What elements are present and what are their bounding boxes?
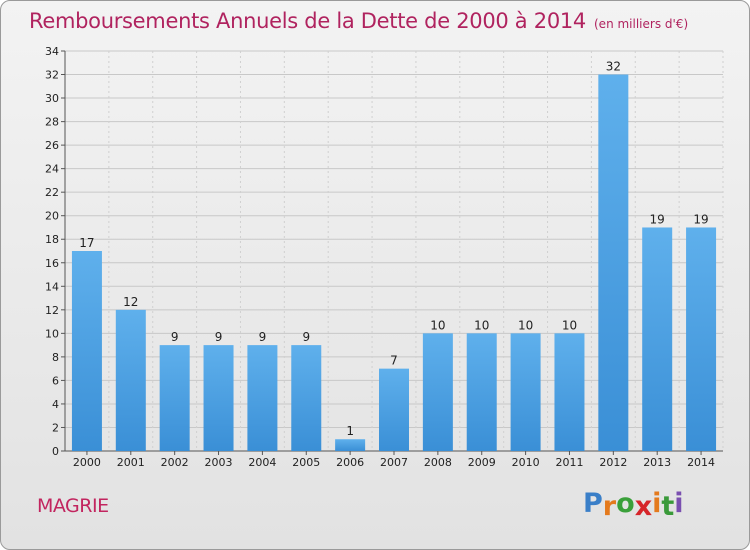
value-label-2013: 19 [650, 212, 665, 226]
proxiti-logo: Proxiti [583, 488, 684, 522]
logo-letter: i [652, 488, 662, 519]
y-tick-label: 34 [45, 45, 59, 58]
bar-2008 [422, 333, 453, 451]
x-tick-label-2005: 2005 [292, 456, 320, 469]
bar-layer [71, 74, 717, 451]
y-tick-label: 26 [45, 139, 59, 152]
value-label-2009: 10 [474, 318, 489, 332]
y-tick-label: 14 [45, 280, 59, 293]
value-label-2003: 9 [215, 330, 223, 344]
chart-title: Remboursements Annuels de la Dette de 20… [29, 9, 689, 33]
bar-2002 [159, 345, 190, 451]
value-label-2012: 32 [606, 60, 621, 74]
bar-2004 [247, 345, 278, 451]
y-tick-label: 8 [52, 351, 59, 364]
x-tick-label-2009: 2009 [468, 456, 496, 469]
y-tick-label: 24 [45, 163, 59, 176]
bar-2003 [203, 345, 234, 451]
bar-2013 [642, 227, 673, 451]
y-tick-label: 0 [52, 445, 59, 458]
logo-letter: t [661, 491, 675, 522]
value-label-2011: 10 [562, 318, 577, 332]
y-tick-label: 22 [45, 186, 59, 199]
value-label-2010: 10 [518, 318, 533, 332]
value-label-2007: 7 [390, 354, 398, 368]
y-tick-label: 32 [45, 69, 59, 82]
value-label-2002: 9 [171, 330, 179, 344]
logo-letter: x [634, 491, 653, 522]
y-tick-label: 6 [52, 374, 59, 387]
bar-2006 [335, 439, 366, 451]
x-tick-label-2002: 2002 [161, 456, 189, 469]
bar-2001 [115, 309, 146, 451]
y-tick-label: 4 [52, 398, 59, 411]
logo-letter: r [602, 491, 617, 522]
value-label-2006: 1 [346, 424, 354, 438]
y-tick-label: 28 [45, 116, 59, 129]
y-tick-label: 30 [45, 92, 59, 105]
bar-2014 [686, 227, 717, 451]
y-tick-label: 10 [45, 327, 59, 340]
y-tick-label: 20 [45, 210, 59, 223]
logo-letter: i [674, 488, 684, 519]
x-tick-label-2006: 2006 [336, 456, 364, 469]
x-tick-label-2003: 2003 [205, 456, 233, 469]
x-tick-label-2010: 2010 [512, 456, 540, 469]
x-tick-label-2014: 2014 [687, 456, 715, 469]
bar-2009 [466, 333, 497, 451]
x-tick-label-2011: 2011 [555, 456, 583, 469]
x-tick-label-2013: 2013 [643, 456, 671, 469]
value-label-2008: 10 [430, 318, 445, 332]
bar-2012 [598, 74, 629, 451]
bar-2007 [379, 368, 409, 451]
value-label-2001: 12 [123, 295, 138, 309]
x-tick-label-2001: 2001 [117, 456, 145, 469]
bar-2010 [510, 333, 541, 451]
chart-subtitle: (en milliers d'€) [594, 17, 689, 31]
value-label-2014: 19 [693, 212, 708, 226]
bar-2005 [291, 345, 322, 451]
y-tick-label: 2 [52, 421, 59, 434]
logo-letter: o [616, 488, 635, 519]
x-tick-label-2000: 2000 [73, 456, 101, 469]
value-label-2005: 9 [302, 330, 310, 344]
logo-letter: P [583, 488, 603, 519]
bar-2000 [71, 251, 102, 451]
commune-name: MAGRIE [37, 495, 109, 517]
x-tick-label-2012: 2012 [599, 456, 627, 469]
x-tick-label-2004: 2004 [248, 456, 276, 469]
y-tick-label: 12 [45, 304, 59, 317]
value-label-2004: 9 [259, 330, 267, 344]
x-tick-label-2007: 2007 [380, 456, 408, 469]
y-tick-label: 18 [45, 233, 59, 246]
x-tick-label-2008: 2008 [424, 456, 452, 469]
value-label-2000: 17 [79, 236, 94, 250]
y-tick-label: 16 [45, 257, 59, 270]
bar-2011 [554, 333, 585, 451]
